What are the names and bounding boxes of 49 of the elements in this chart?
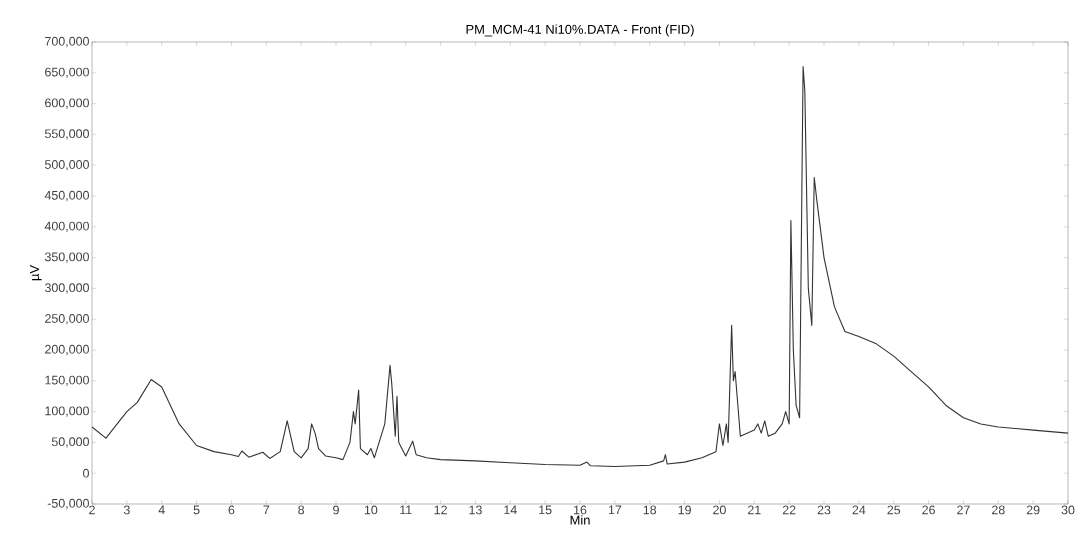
x-tick-label: 29 (1026, 505, 1040, 515)
x-tick-label: 25 (887, 505, 901, 515)
y-tick-label: 350,000 (44, 252, 89, 263)
y-tick-label: 650,000 (45, 67, 89, 78)
y-tick-label: 100,000 (45, 406, 89, 417)
y-tick-label: 700,000 (45, 36, 89, 48)
line-series (92, 66, 1069, 467)
y-tick-label: -50,000 (47, 498, 89, 510)
y-tick-label: 600,000 (45, 98, 89, 109)
x-tick-label: 17 (608, 505, 622, 515)
x-tick-label: 4 (158, 505, 165, 515)
x-tick-label: 19 (678, 505, 691, 515)
chart-title: PM_MCM-41 Ni10%.DATA - Front (FID) (466, 24, 694, 37)
y-tick-label: 150,000 (45, 375, 89, 386)
y-tick-label: 250,000 (45, 314, 89, 325)
x-tick-label: 26 (922, 505, 935, 515)
x-tick-label: 18 (643, 505, 657, 515)
x-tick-label: 10 (364, 505, 378, 515)
x-tick-label: 7 (263, 505, 270, 515)
x-tick-label: 11 (400, 505, 412, 515)
x-tick-label: 30 (1061, 505, 1075, 515)
x-tick-label: 13 (469, 505, 482, 515)
x-tick-label: 28 (991, 505, 1005, 515)
y-tick-label: 550,000 (44, 129, 89, 140)
y-tick-label: 500,000 (44, 160, 89, 171)
y-axis-title: µV (30, 265, 42, 281)
x-tick-label: 15 (539, 505, 552, 515)
y-tick-label: 200,000 (45, 344, 89, 356)
x-tick-label: 12 (434, 505, 447, 515)
y-tick-label: 400,000 (44, 221, 89, 232)
x-tick-label: 5 (193, 505, 200, 515)
x-tick-label: 16 (574, 505, 587, 515)
y-tick-label: 0 (83, 468, 89, 478)
x-tick-label: 6 (228, 505, 235, 515)
y-tick-label: 50,000 (51, 437, 89, 448)
x-tick-label: 24 (852, 505, 866, 515)
x-tick-label: 3 (123, 505, 130, 515)
x-tick-label: 21 (747, 505, 761, 515)
x-axis-title: Min (570, 515, 590, 525)
y-tick-label: 450,000 (44, 190, 89, 202)
x-tick-label: 8 (298, 505, 305, 515)
x-tick-label: 23 (817, 505, 831, 515)
x-tick-label: 22 (782, 505, 796, 515)
y-tick-label: 300,000 (44, 283, 89, 294)
x-tick-label: 9 (333, 505, 339, 515)
x-tick-label: 14 (504, 505, 517, 515)
x-tick-label: 2 (89, 505, 95, 515)
x-tick-label: 27 (957, 505, 970, 515)
x-tick-label: 20 (713, 505, 726, 515)
